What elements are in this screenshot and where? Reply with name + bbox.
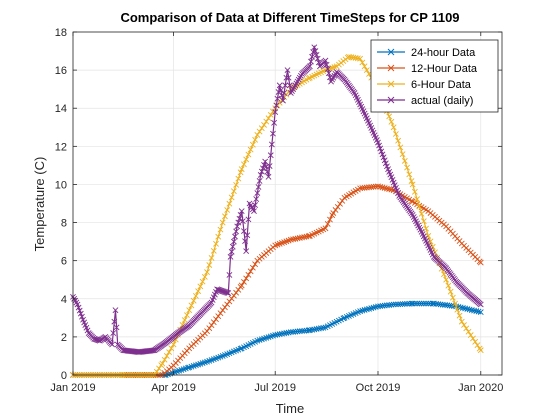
legend-label: 24-hour Data bbox=[411, 47, 476, 59]
legend-label: actual (daily) bbox=[411, 95, 473, 107]
y-tick-label: 4 bbox=[61, 294, 67, 306]
y-tick-label: 8 bbox=[61, 218, 67, 230]
y-axis-label: Temperature (C) bbox=[32, 157, 47, 252]
y-tick-label: 14 bbox=[55, 103, 67, 115]
y-tick-label: 6 bbox=[61, 256, 67, 268]
y-tick-label: 12 bbox=[55, 141, 67, 153]
y-tick-label: 2 bbox=[61, 332, 67, 344]
legend-label: 6-Hour Data bbox=[411, 79, 472, 91]
legend-label: 12-Hour Data bbox=[411, 63, 478, 75]
chart-title: Comparison of Data at Different TimeStep… bbox=[120, 10, 459, 25]
y-tick-label: 0 bbox=[61, 370, 67, 382]
legend: 24-hour Data 12-Hour Data 6-Hour Data actua… bbox=[371, 40, 498, 112]
x-tick-label: Jan 2019 bbox=[50, 382, 95, 394]
x-tick-label: Oct 2019 bbox=[356, 382, 401, 394]
y-tick-label: 16 bbox=[55, 65, 67, 77]
y-tick-label: 10 bbox=[55, 179, 67, 191]
x-tick-label: Jan 2020 bbox=[458, 382, 503, 394]
x-axis-label: Time bbox=[276, 401, 304, 416]
y-tick-label: 18 bbox=[55, 27, 67, 39]
x-tick-label: Jul 2019 bbox=[254, 382, 296, 394]
x-tick-label: Apr 2019 bbox=[151, 382, 196, 394]
